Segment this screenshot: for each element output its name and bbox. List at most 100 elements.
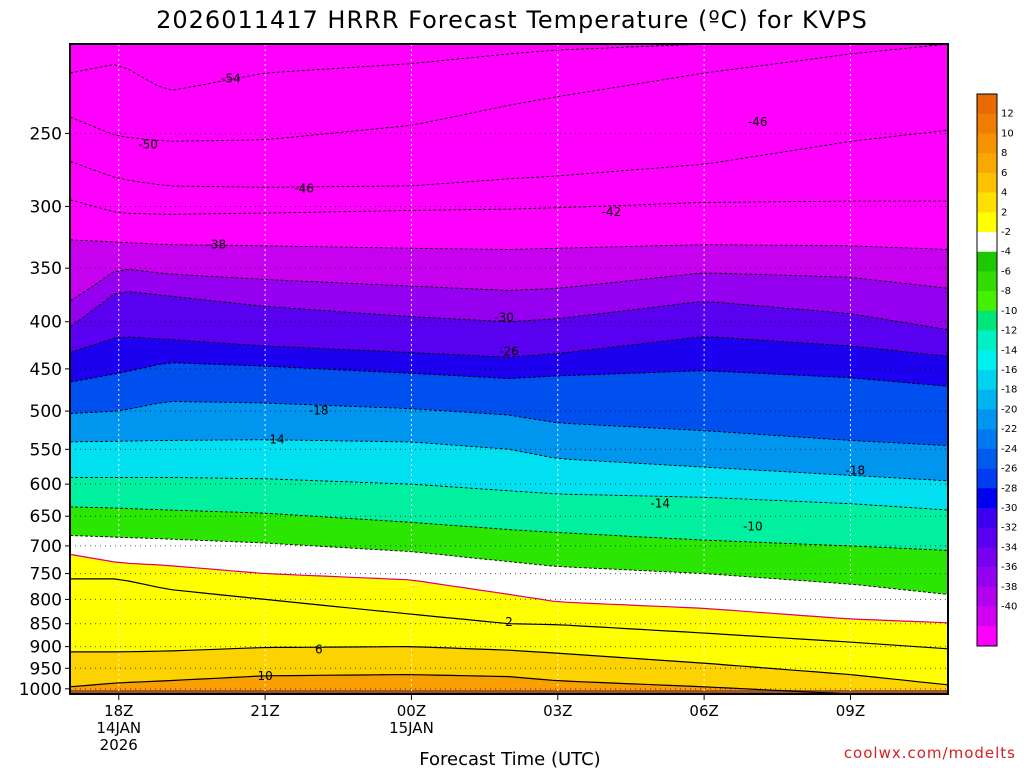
colorbar-label: 4: [1001, 188, 1007, 199]
pressure-tick-label: 450: [30, 360, 62, 380]
contour-label: -50: [138, 137, 158, 151]
colorbar-swatch: [977, 508, 997, 529]
colorbar-swatch: [977, 251, 997, 272]
isotherm-line: [69, 506, 949, 551]
colorbar-label: -22: [1001, 424, 1017, 435]
time-tick-label: 00Z: [397, 702, 426, 720]
contour-label: -14: [265, 433, 285, 447]
pressure-tick-label: 700: [30, 537, 62, 557]
temp-band: [70, 674, 948, 694]
isotherm-line: [69, 336, 949, 358]
colorbar-label: 2: [1001, 207, 1007, 218]
pressure-tick-label: 600: [30, 475, 62, 495]
contour-label: 2: [505, 615, 513, 629]
colorbar-swatch: [977, 567, 997, 588]
ground-strip: [70, 690, 948, 694]
colorbar-label: -16: [1001, 365, 1017, 376]
colorbar-label: -14: [1001, 345, 1017, 356]
colorbar-swatch: [977, 448, 997, 469]
time-tick-label: 06Z: [689, 702, 718, 720]
isotherm-line: [69, 43, 949, 142]
time-tick-label: 14JAN: [96, 719, 141, 737]
pressure-tick-label: 250: [30, 124, 62, 144]
colorbar-swatch: [977, 429, 997, 450]
time-tick-label: 21Z: [250, 702, 279, 720]
colorbar-swatch: [977, 310, 997, 331]
colorbar-swatch: [977, 409, 997, 430]
time-tick-label: 03Z: [543, 702, 572, 720]
time-tick-label: 2026: [100, 736, 138, 754]
contour-label: 6: [315, 642, 323, 656]
colorbar-frame: [976, 93, 998, 647]
colorbar-label: -12: [1001, 326, 1017, 337]
time-tick-label: 15JAN: [389, 719, 434, 737]
colorbar-swatch: [977, 370, 997, 391]
contour-label: -14: [650, 497, 670, 511]
pressure-tick-label: 750: [30, 565, 62, 585]
isotherm-line: [70, 476, 949, 511]
isotherm-line: [69, 129, 949, 188]
colorbar-label: -6: [1001, 266, 1011, 277]
colorbar-swatch: [977, 527, 997, 548]
colorbar-label: -10: [1001, 306, 1017, 317]
colorbar-swatch: [977, 330, 997, 351]
plot-area: [70, 44, 948, 695]
colorbar-swatch: [977, 488, 997, 509]
isotherm-line: [69, 291, 949, 331]
colorbar-label: 10: [1001, 128, 1014, 139]
colorbar-label: -32: [1001, 523, 1017, 534]
isotherm-contours: -54 -50 -46 -46 -42 -38 -30 -26 -18 -18 -14 -14 -10 2…: [69, 43, 949, 695]
pressure-axis: 250 300 350 400 450 500 550 600 650 700 750 800 850 9…: [19, 124, 70, 700]
colorbar-label: -24: [1001, 444, 1017, 455]
contour-label: -18: [309, 403, 329, 417]
pressure-tick-label: 500: [30, 402, 62, 422]
colorbar-label: -8: [1001, 286, 1011, 297]
colorbar-swatch: [977, 172, 997, 193]
isotherm-line: [70, 578, 949, 650]
colorbar-swatch: [977, 547, 997, 568]
colorbar-swatch: [977, 113, 997, 134]
isotherm-line: [69, 401, 949, 447]
colorbar-label: 12: [1001, 109, 1014, 120]
colorbar-label: 8: [1001, 148, 1007, 159]
contour-label: -10: [743, 520, 763, 534]
pressure-tick-label: 850: [30, 615, 62, 635]
isotherm-line: [69, 535, 949, 595]
time-tick-label: 09Z: [836, 702, 865, 720]
contour-label: -18: [846, 464, 866, 478]
colorbar-swatch: [977, 291, 997, 312]
contour-label: -30: [494, 311, 514, 325]
pressure-tick-label: 400: [30, 313, 62, 333]
colorbar-swatch: [977, 212, 997, 233]
colorbar-legend: 12 10 8 6 4 2 -2 -4 -6 -8 -10 -12 -14 -16 -18 -20 -22 -24…: [976, 93, 1017, 647]
pressure-tick-label: 350: [30, 259, 62, 279]
contour-label: -42: [602, 205, 622, 219]
colorbar-swatch: [977, 133, 997, 154]
colorbar-swatch: [977, 606, 997, 627]
isotherm-line: [69, 439, 949, 482]
isotherm-line: [69, 673, 948, 695]
colorbar-swatch: [977, 389, 997, 410]
colorbar-swatch: [977, 468, 997, 489]
credit-link[interactable]: coolwx.com/modelts: [844, 744, 1016, 762]
colorbar-label: 6: [1001, 168, 1007, 179]
pressure-tick-label: 300: [30, 197, 62, 217]
isotherm-line: [69, 268, 949, 302]
colorbar-label: -34: [1001, 542, 1017, 553]
isotherm-line: [69, 362, 949, 387]
pressure-tick-label: 950: [30, 659, 62, 679]
isotherm-line: [69, 199, 948, 215]
colorbar-label: -2: [1001, 227, 1011, 238]
x-axis-label: Forecast Time (UTC): [419, 749, 600, 768]
isotherm-line: [69, 553, 949, 624]
isotherm-line: [70, 645, 949, 686]
contour-label: -46: [748, 115, 768, 129]
colorbar-label: -20: [1001, 404, 1017, 415]
contour-label: -46: [294, 182, 314, 196]
chart-title: 2026011417 HRRR Forecast Temperature (ºC…: [156, 6, 868, 34]
grid-lines: [70, 44, 948, 694]
contour-label: -54: [221, 72, 241, 86]
colorbar-label: -4: [1001, 247, 1011, 258]
